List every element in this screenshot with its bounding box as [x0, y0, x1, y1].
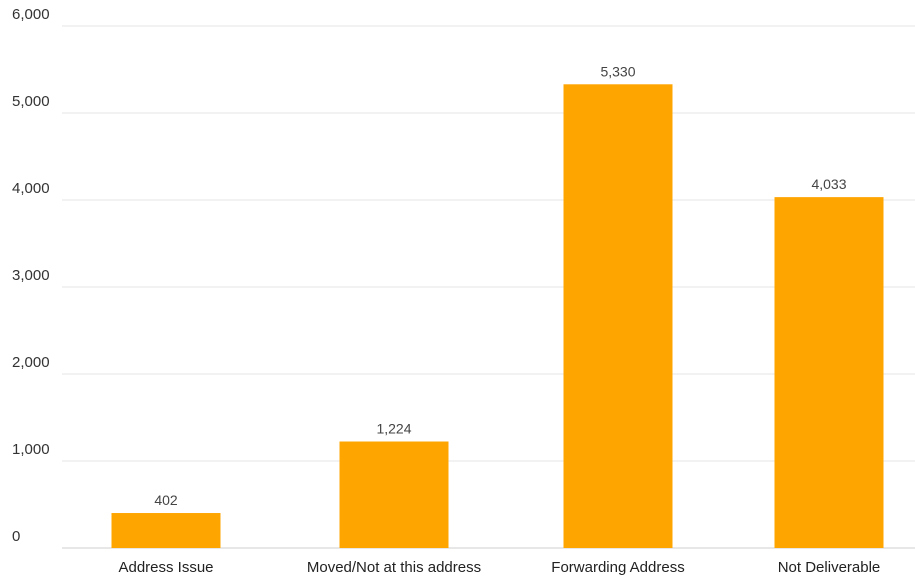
x-category-label: Address Issue — [118, 559, 213, 576]
data-label: 402 — [154, 492, 178, 508]
y-tick-label: 0 — [12, 528, 20, 545]
x-category-label: Moved/Not at this address — [307, 559, 481, 576]
bar — [111, 513, 221, 548]
y-tick-label: 1,000 — [12, 441, 50, 458]
bars — [111, 84, 884, 548]
bar — [774, 197, 884, 548]
data-label: 1,224 — [376, 421, 411, 437]
y-axis-ticks: 0 1,000 2,000 3,000 4,000 5,000 6,000 — [12, 6, 50, 545]
x-category-label: Not Deliverable — [778, 559, 881, 576]
y-tick-label: 2,000 — [12, 354, 50, 371]
data-labels: 402 1,224 5,330 4,033 — [154, 63, 846, 508]
y-tick-label: 4,000 — [12, 180, 50, 197]
x-category-label: Forwarding Address — [551, 559, 684, 576]
y-tick-label: 3,000 — [12, 267, 50, 284]
bar — [563, 84, 673, 548]
data-label: 5,330 — [600, 63, 635, 79]
gridlines — [62, 25, 915, 549]
bar — [339, 441, 449, 548]
data-label: 4,033 — [811, 176, 846, 192]
y-tick-label: 6,000 — [12, 6, 50, 23]
x-axis-categories: Address Issue Moved/Not at this address Fo… — [118, 559, 880, 576]
y-tick-label: 5,000 — [12, 93, 50, 110]
